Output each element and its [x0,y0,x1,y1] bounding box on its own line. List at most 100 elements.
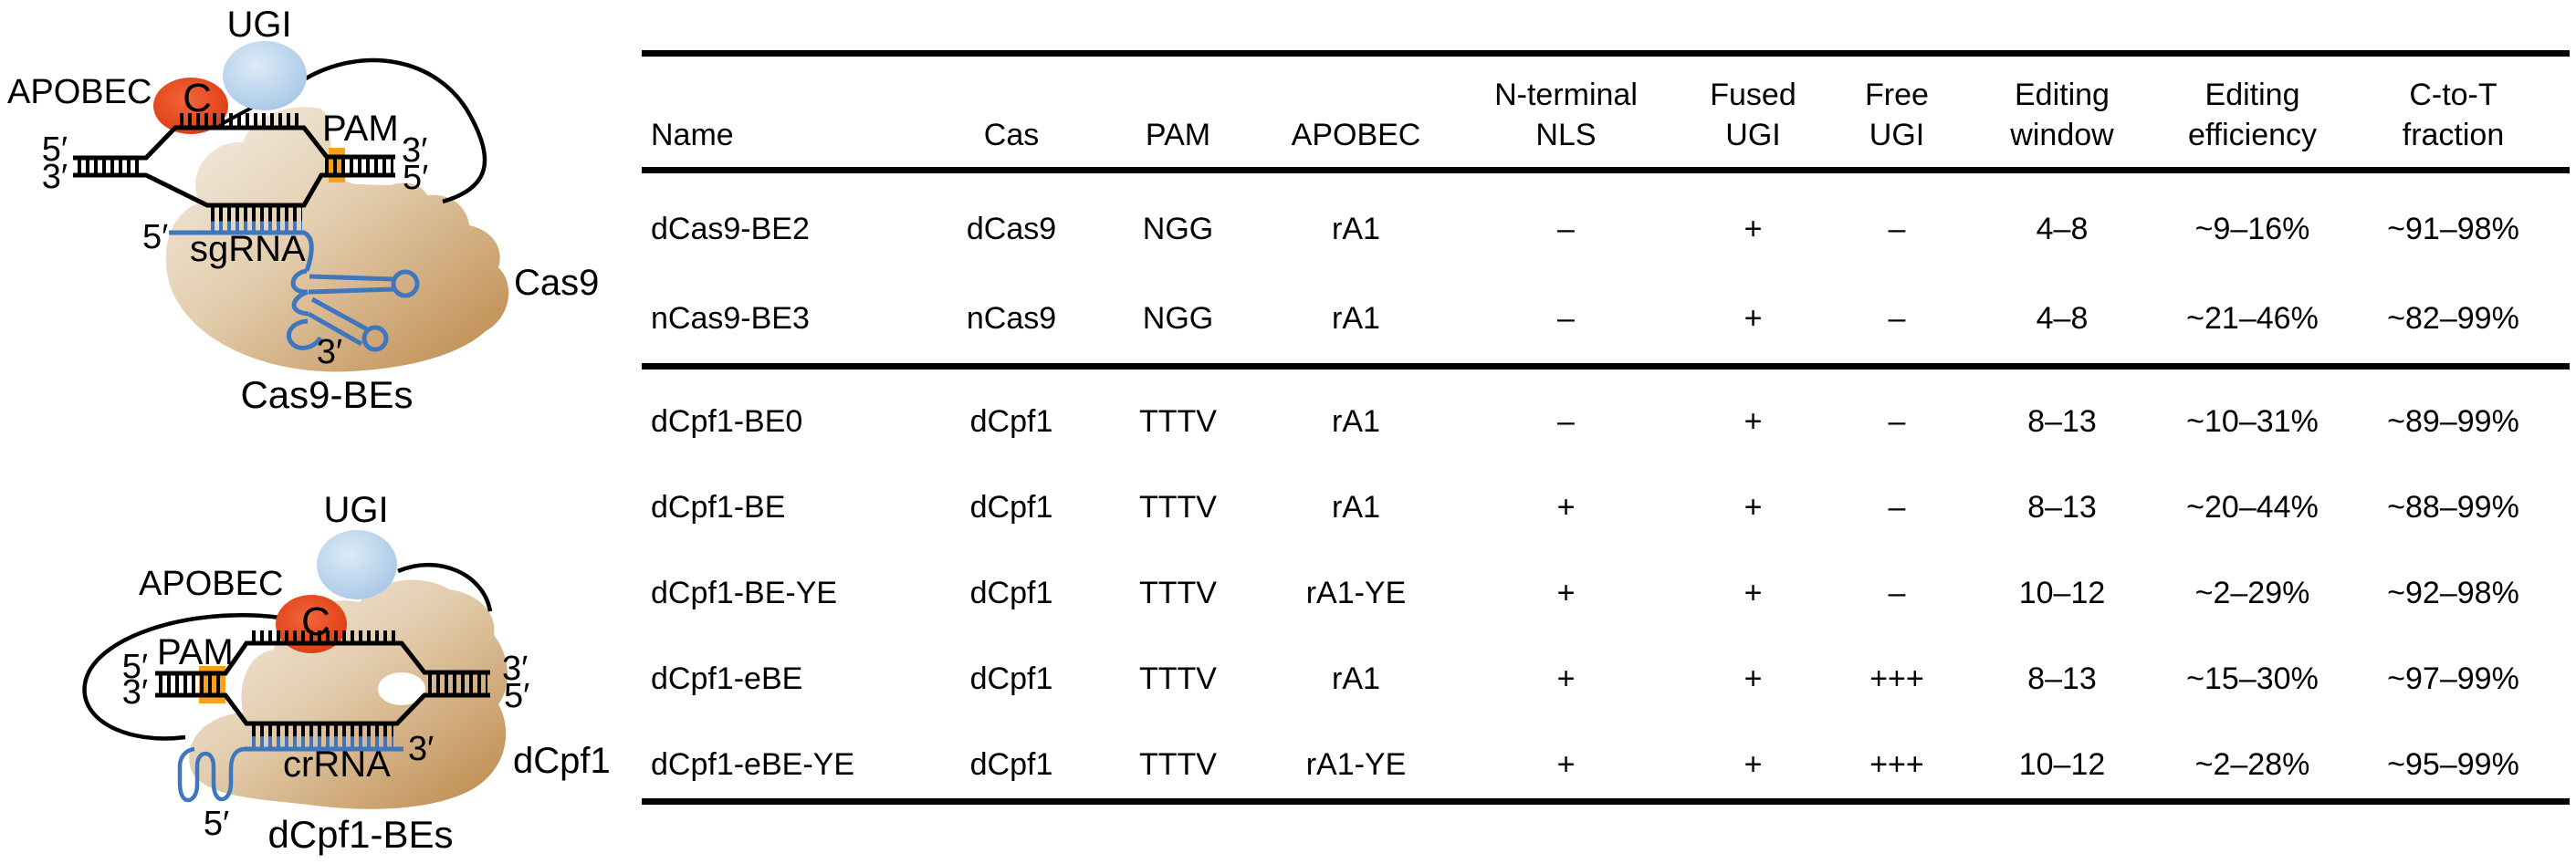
cell-apobec: rA1 [1332,489,1380,525]
cell-efficiency: ~15–30% [2186,661,2319,696]
apobec-label: APOBEC [7,73,152,111]
cas9-caption: Cas9-BEs [240,373,413,416]
cell-efficiency: ~20–44% [2186,489,2319,525]
cell-name: nCas9-BE3 [651,300,810,336]
cell-nls: + [1556,746,1576,782]
ugi-label: UGI [323,490,388,530]
cell-fraction: ~97–99% [2387,661,2519,696]
cas9-label: Cas9 [514,263,599,303]
cell-window: 10–12 [2018,746,2106,782]
cell-fraction: ~89–99% [2387,403,2519,439]
cell-nls: – [1557,403,1575,439]
column-header-editing-efficiency: Editing efficiency [2187,78,2318,152]
cell-window: 4–8 [2036,211,2089,246]
sgrna-hairpin1-stem-a [309,274,395,282]
sgrna-hairpin2-stem-b [307,311,363,347]
cell-pam: TTTV [1139,661,1217,696]
dcpf1-be-section: dCpf1-BE0 dCpf1 TTTV rA1 – + – 8–13 ~10–… [642,370,2570,805]
cell-cas: nCas9 [966,300,1057,336]
cell-window: 8–13 [2027,403,2097,439]
right-5prime-label: 5′ [504,677,529,715]
cell-window: 4–8 [2036,300,2089,336]
left-5prime-label: 5′ [42,130,68,169]
left-5prime-label: 5′ [122,648,148,686]
sgrna-strand [169,230,314,272]
cell-nls: + [1556,489,1576,525]
cell-apobec: rA1 [1332,661,1380,696]
cell-pam: NGG [1142,300,1214,336]
sgrna-3prime-hook [286,318,323,350]
base-editor-comparison-table: Name Cas PAM APOBEC N-terminal NLS Fused… [642,50,2570,805]
deaminated-base-label: C [301,599,330,644]
cell-nls: + [1556,575,1576,610]
cell-free-ugi: +++ [1869,661,1924,696]
cell-pam: TTTV [1139,403,1217,439]
cell-name: dCpf1-BE [651,489,786,525]
cell-free-ugi: – [1888,489,1906,525]
column-header-name: Name [651,118,734,152]
cell-free-ugi: +++ [1869,746,1924,782]
cell-efficiency: ~2–28% [2194,746,2310,782]
cell-name: dCpf1-eBE-YE [651,746,854,782]
pam-label: PAM [157,632,234,672]
cell-apobec: rA1 [1332,403,1380,439]
cell-apobec: rA1-YE [1305,575,1407,610]
cell-nls: + [1556,661,1576,696]
table-row: dCpf1-BE-YE dCpf1 TTTV rA1-YE + + – 10–1… [642,541,2570,627]
cell-fused-ugi: + [1744,300,1763,336]
table-row: dCpf1-eBE-YE dCpf1 TTTV rA1-YE + + +++ 1… [642,713,2570,798]
deaminated-base-label: C [183,76,212,120]
cell-efficiency: ~10–31% [2186,403,2319,439]
left-3prime-label: 3′ [122,673,148,712]
cell-free-ugi: – [1888,300,1906,336]
right-5prime-label: 5′ [403,159,428,197]
left-3prime-label: 3′ [42,158,68,196]
cell-apobec: rA1 [1332,211,1380,246]
pam-label: PAM [322,109,399,149]
sgrna-3prime-label: 3′ [317,333,342,371]
cell-cas: dCpf1 [969,746,1053,782]
column-header-fused-ugi: Fused UGI [1710,78,1796,152]
ugi-blob [317,530,397,599]
crrna-label: crRNA [283,744,391,785]
dcpf1-label: dCpf1 [513,741,611,781]
table-header-row: Name Cas PAM APOBEC N-terminal NLS Fused… [642,57,2570,173]
cell-nls: – [1557,211,1575,246]
cell-pam: TTTV [1139,489,1217,525]
sgrna-hairpin1-stem-b [308,286,395,295]
dna-top-strand [155,640,490,676]
cell-efficiency: ~21–46% [2186,300,2319,336]
cell-fused-ugi: + [1744,746,1763,782]
cell-apobec: rA1-YE [1305,746,1407,782]
dcpf1-caption: dCpf1-BEs [267,813,453,856]
table-row: nCas9-BE3 nCas9 NGG rA1 – + – 4–8 ~21–46… [642,274,2570,363]
cell-pam: NGG [1142,211,1214,246]
cell-fused-ugi: + [1744,661,1763,696]
column-header-cas: Cas [983,118,1040,152]
cell-window: 8–13 [2027,661,2097,696]
crrna-5prime-label: 5′ [204,805,229,843]
ugi-tether-loop [304,57,487,204]
cell-fraction: ~92–98% [2387,575,2519,610]
right-3prime-label: 3′ [502,650,528,688]
cell-efficiency: ~2–29% [2194,575,2310,610]
cell-fraction: ~82–99% [2387,300,2519,336]
cell-name: dCpf1-BE-YE [651,575,838,610]
cell-fused-ugi: + [1744,211,1763,246]
cell-cas: dCpf1 [969,575,1053,610]
column-header-editing-window: Editing window [2010,78,2114,152]
dna-bottom-strand [155,692,490,726]
ugi-label: UGI [226,5,291,45]
column-header-nterminal-nls: N-terminal NLS [1494,78,1638,152]
table-row: dCpf1-BE0 dCpf1 TTTV rA1 – + – 8–13 ~10–… [642,370,2570,455]
column-header-ctot-fraction: C-to-T fraction [2402,78,2505,152]
cell-name: dCas9-BE2 [651,211,810,246]
dcpf1-be-diagram: UGI APOBEC C PAM 5′ 3′ 3′ 5′ crRNA 3′ 5′… [82,490,611,856]
sgrna-hairpin2-turn [291,289,309,317]
cell-fused-ugi: + [1744,489,1763,525]
cell-fused-ugi: + [1744,575,1763,610]
sgrna-5prime-label: 5′ [142,218,168,256]
table-row: dCpf1-eBE dCpf1 TTTV rA1 + + +++ 8–13 ~1… [642,627,2570,713]
cell-pam: TTTV [1139,575,1217,610]
cell-fraction: ~88–99% [2387,489,2519,525]
